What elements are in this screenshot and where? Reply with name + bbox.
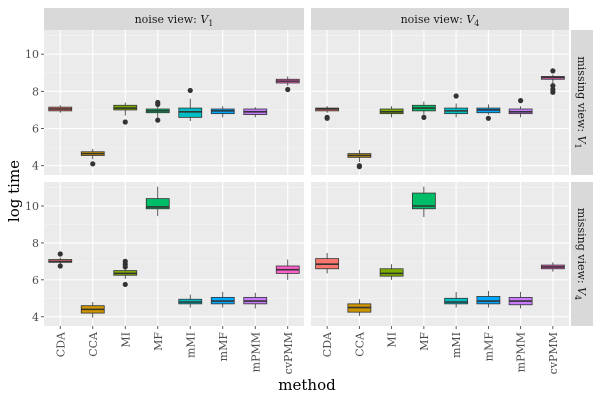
outlier-point	[90, 161, 96, 167]
boxplot-MF	[411, 101, 436, 120]
axes: 4 6 8 10 4 6 8 10 CDA CCA MI MF mMI mMF mPMM cvPMM CDA CC…	[25, 48, 560, 374]
row-strip-label: missing view: V4	[573, 208, 588, 300]
outlier-point	[421, 114, 427, 120]
x-tick-label: mPMM	[249, 332, 262, 372]
x-tick-label: mMI	[450, 332, 463, 358]
outlier-point	[57, 263, 63, 269]
outlier-point	[122, 264, 128, 270]
boxplot-mPMM	[243, 292, 268, 309]
y-tick-label: 4	[32, 311, 39, 324]
y-tick-label: 6	[32, 274, 39, 287]
boxplot-mMI	[444, 291, 469, 308]
x-tick-label: mMF	[482, 332, 495, 362]
x-tick-label: mPMM	[515, 332, 528, 372]
x-axis-title: method	[278, 376, 336, 394]
boxplot-MF	[145, 186, 170, 217]
x-tick-label: cvPMM	[282, 332, 295, 374]
y-axis-title: log time	[5, 160, 23, 222]
outlier-point	[155, 117, 161, 123]
outlier-point	[550, 68, 556, 74]
boxplot-CCA	[347, 149, 372, 170]
boxplot-mPMM	[508, 291, 533, 309]
box-iqr	[444, 297, 469, 305]
boxplot-mMI	[444, 93, 469, 118]
box-iqr	[178, 107, 203, 118]
boxplots	[48, 68, 565, 318]
outlier-point	[550, 89, 556, 95]
x-tick-label: MF	[418, 332, 431, 351]
boxplot-MF	[411, 186, 436, 218]
boxplot-cvPMM	[275, 259, 300, 280]
x-tick-label: MI	[119, 332, 132, 348]
x-tick-label: CDA	[321, 331, 334, 357]
y-tick-label: 4	[32, 160, 39, 173]
boxplot-MI	[379, 264, 404, 280]
panel-background	[44, 182, 304, 326]
boxplot-mMI	[178, 87, 203, 122]
boxplot-MI	[113, 102, 138, 125]
boxplot-CCA	[347, 299, 372, 316]
box-iqr	[411, 192, 436, 210]
boxplot-MI	[379, 106, 404, 118]
boxplot-cvPMM	[540, 68, 565, 95]
outlier-point	[356, 164, 362, 170]
boxplot-cvPMM	[275, 76, 300, 93]
boxplot-cvPMM	[540, 262, 565, 272]
outlier-point	[122, 281, 128, 288]
y-tick-label: 10	[25, 200, 39, 213]
row-strip	[571, 182, 593, 326]
boxplot-CDA	[48, 105, 73, 113]
gridlines	[44, 30, 569, 326]
x-tick-label: cvPMM	[547, 332, 560, 374]
x-tick-label: MI	[386, 332, 399, 348]
facet-strips: noise view: V1 noise view: V4 missing view…	[44, 8, 593, 326]
boxplot-CDA	[315, 253, 340, 274]
boxplot-MI	[113, 258, 138, 288]
boxplot-mMI	[178, 294, 203, 308]
x-tick-label: mMI	[184, 332, 197, 358]
row-strip	[571, 30, 593, 175]
boxplot-CCA	[80, 148, 105, 167]
column-strip-label: noise view: V4	[401, 13, 480, 28]
outlier-point	[518, 98, 524, 104]
boxplot-mPMM	[508, 98, 533, 118]
boxplot-mPMM	[243, 107, 268, 118]
outlier-point	[550, 83, 556, 89]
row-strip-label: missing view: V1	[573, 56, 588, 148]
box-iqr	[145, 198, 170, 210]
outlier-point	[324, 115, 330, 121]
outlier-point	[57, 251, 63, 257]
boxplot-mMF	[210, 106, 235, 118]
boxplot-MF	[145, 99, 170, 123]
y-tick-label: 6	[32, 123, 39, 136]
boxplot-mMF	[476, 290, 501, 308]
boxplot-CCA	[80, 302, 105, 318]
y-tick-label: 10	[25, 48, 39, 61]
boxplot-mMF	[210, 291, 235, 308]
outlier-point	[453, 93, 459, 99]
outlier-point	[187, 87, 193, 94]
outlier-point	[155, 99, 161, 106]
boxplot-mMF	[476, 104, 501, 121]
outlier-point	[285, 86, 291, 93]
x-tick-label: CCA	[87, 331, 100, 357]
boxplot-CDA	[48, 251, 73, 269]
x-tick-label: CCA	[353, 331, 366, 357]
box-iqr	[379, 268, 404, 277]
x-tick-label: CDA	[54, 331, 67, 357]
outlier-point	[485, 115, 491, 121]
column-strip-label: noise view: V1	[135, 13, 214, 28]
x-tick-label: MF	[152, 332, 165, 351]
panel-backgrounds	[44, 30, 569, 326]
column-strip	[311, 8, 569, 30]
x-tick-label: mMF	[217, 332, 230, 362]
y-tick-label: 8	[32, 237, 39, 250]
box-iqr	[476, 296, 501, 305]
column-strip	[44, 8, 304, 30]
boxplot-CDA	[315, 106, 340, 121]
outlier-point	[122, 119, 128, 125]
y-tick-label: 8	[32, 85, 39, 98]
